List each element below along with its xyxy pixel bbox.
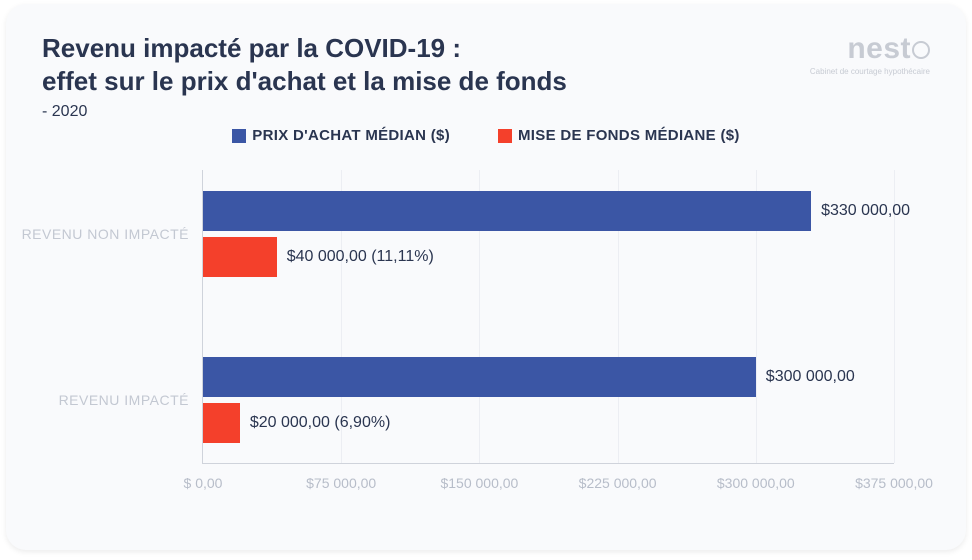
- bar-impacte-series_b: $20 000,00 (6,90%): [203, 403, 240, 443]
- brand-logo: nest Cabinet de courtage hypothécaire: [810, 32, 930, 77]
- chart-card: Revenu impacté par la COVID-19 : effet s…: [6, 4, 966, 550]
- legend-item-series-b: MISE DE FONDS MÉDIANE ($): [498, 127, 740, 144]
- bar-non_impacte-series_b: $40 000,00 (11,11%): [203, 237, 277, 277]
- x-tick-label: $ 0,00: [184, 475, 223, 491]
- x-tick-label: $300 000,00: [717, 475, 795, 491]
- bar-value-label: $40 000,00 (11,11%): [277, 248, 434, 266]
- chart-title: Revenu impacté par la COVID-19 : effet s…: [42, 32, 567, 97]
- x-tick-label: $375 000,00: [855, 475, 933, 491]
- header-row: Revenu impacté par la COVID-19 : effet s…: [42, 32, 930, 121]
- title-line-2: effet sur le prix d'achat et la mise de …: [42, 66, 567, 96]
- legend: PRIX D'ACHAT MÉDIAN ($) MISE DE FONDS MÉ…: [42, 127, 930, 144]
- y-category-label: REVENU IMPACTÉ: [59, 392, 189, 408]
- bar-group-non_impacte: REVENU NON IMPACTÉ$330 000,00$40 000,00 …: [203, 191, 894, 277]
- x-tick-label: $150 000,00: [440, 475, 518, 491]
- bar-value-label: $300 000,00: [756, 368, 855, 386]
- swatch-series-a: [232, 129, 246, 143]
- title-block: Revenu impacté par la COVID-19 : effet s…: [42, 32, 567, 121]
- bar-impacte-series_a: $300 000,00: [203, 357, 756, 397]
- bar-value-label: $330 000,00: [811, 202, 910, 220]
- x-tick-label: $75 000,00: [306, 475, 376, 491]
- plot-region: $ 0,00$75 000,00$150 000,00$225 000,00$3…: [202, 170, 894, 464]
- y-category-label: REVENU NON IMPACTÉ: [22, 226, 189, 242]
- bar-value-label: $20 000,00 (6,90%): [240, 414, 391, 432]
- logo-word: nest: [810, 32, 930, 66]
- chart-subtitle: - 2020: [42, 103, 567, 121]
- bar-group-impacte: REVENU IMPACTÉ$300 000,00$20 000,00 (6,9…: [203, 357, 894, 443]
- legend-label-series-b: MISE DE FONDS MÉDIANE ($): [518, 127, 740, 144]
- swatch-series-b: [498, 129, 512, 143]
- legend-label-series-a: PRIX D'ACHAT MÉDIAN ($): [252, 127, 450, 144]
- logo-o-icon: [912, 41, 930, 59]
- title-line-1: Revenu impacté par la COVID-19 :: [42, 33, 461, 63]
- chart-area: $ 0,00$75 000,00$150 000,00$225 000,00$3…: [202, 170, 930, 500]
- legend-item-series-a: PRIX D'ACHAT MÉDIAN ($): [232, 127, 450, 144]
- logo-tagline: Cabinet de courtage hypothécaire: [810, 68, 930, 77]
- bar-non_impacte-series_a: $330 000,00: [203, 191, 811, 231]
- x-tick-label: $225 000,00: [579, 475, 657, 491]
